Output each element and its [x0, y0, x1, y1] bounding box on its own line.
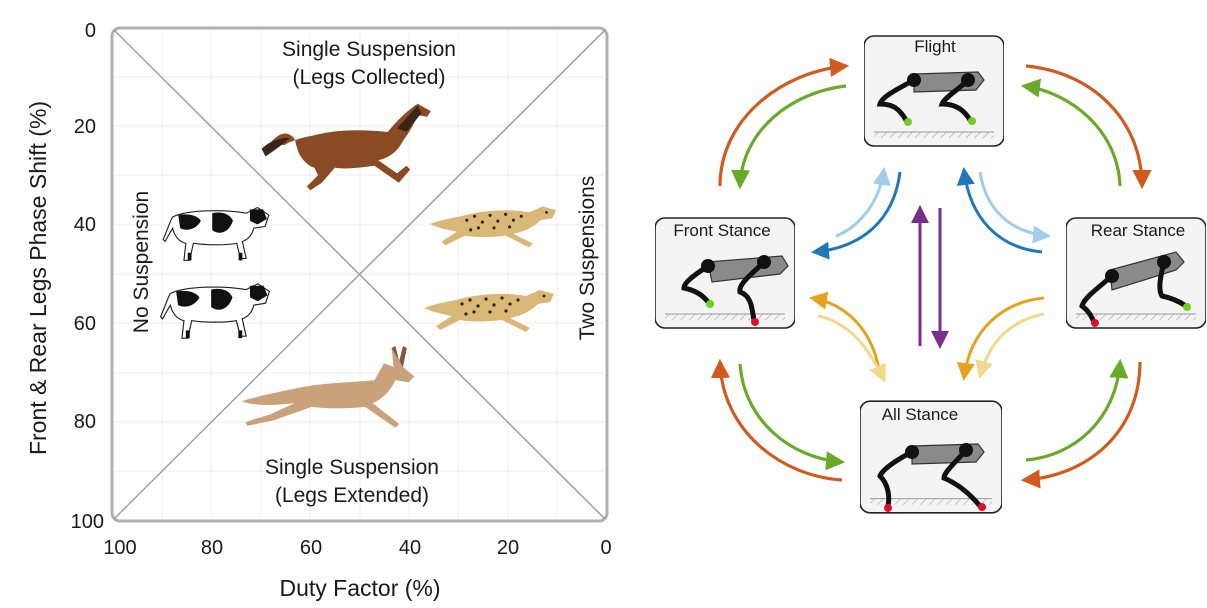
state-flight: Flight: [864, 35, 1004, 147]
transition-arrows-blue: [811, 167, 1051, 260]
region-label-left: No Suspension: [130, 191, 153, 333]
stance-foot-marker: [1091, 319, 1099, 327]
x-tick-label: 100: [103, 537, 136, 559]
transition-arrows-gold: [809, 291, 1045, 383]
state-all-stance-label: All Stance: [882, 405, 959, 424]
stance-foot-marker: [884, 504, 892, 512]
x-tick-label: 60: [300, 537, 322, 559]
x-tick-label: 80: [201, 537, 223, 559]
state-front-stance-label: Front Stance: [673, 221, 770, 240]
transition-arrows-purple: [911, 205, 949, 349]
robot-front-stance: [681, 255, 789, 326]
region-label-top-sub: (Legs Collected): [293, 66, 446, 89]
state-rear-stance: Rear Stance: [1066, 217, 1206, 329]
robot-rear-stance: [1079, 251, 1191, 327]
region-label-top: Single Suspension: [282, 38, 456, 61]
state-rear-stance-label: Rear Stance: [1091, 221, 1186, 240]
gait-plot: 0 20 40 60 80 100 100 80 60 40 20 0 Duty…: [25, 20, 612, 601]
region-label-right: Two Suspensions: [576, 176, 599, 341]
state-all-stance: All Stance: [860, 400, 1002, 514]
diagonal-line-2: [113, 29, 606, 520]
robot-all-stance: [877, 443, 986, 512]
swing-foot-marker: [1183, 303, 1191, 311]
state-flight-label: Flight: [914, 37, 956, 56]
y-tick-label: 60: [74, 313, 96, 335]
x-axis-label: Duty Factor (%): [279, 575, 440, 601]
region-label-bottom: Single Suspension: [265, 456, 439, 479]
x-tick-label: 20: [497, 537, 519, 559]
stance-foot-marker: [978, 503, 986, 511]
y-tick-label: 20: [74, 116, 96, 138]
y-tick-label: 100: [71, 511, 104, 533]
y-tick-label: 80: [74, 411, 96, 433]
swing-foot-marker: [904, 118, 912, 126]
transition-arrows-outer: [710, 57, 1152, 489]
swing-foot-marker: [968, 117, 976, 125]
stance-foot-marker: [751, 318, 759, 326]
region-label-bottom-sub: (Legs Extended): [275, 484, 429, 507]
swing-foot-marker: [706, 300, 714, 308]
state-front-stance: Front Stance: [655, 217, 795, 329]
x-tick-label: 0: [600, 537, 611, 559]
robot-flight: [876, 71, 985, 126]
y-axis-label: Front & Rear Legs Phase Shift (%): [25, 101, 51, 455]
y-tick-label: 40: [74, 214, 96, 236]
y-tick-label: 0: [85, 20, 96, 42]
x-tick-label: 40: [399, 537, 421, 559]
state-machine: Flight Front Stance: [655, 35, 1206, 514]
